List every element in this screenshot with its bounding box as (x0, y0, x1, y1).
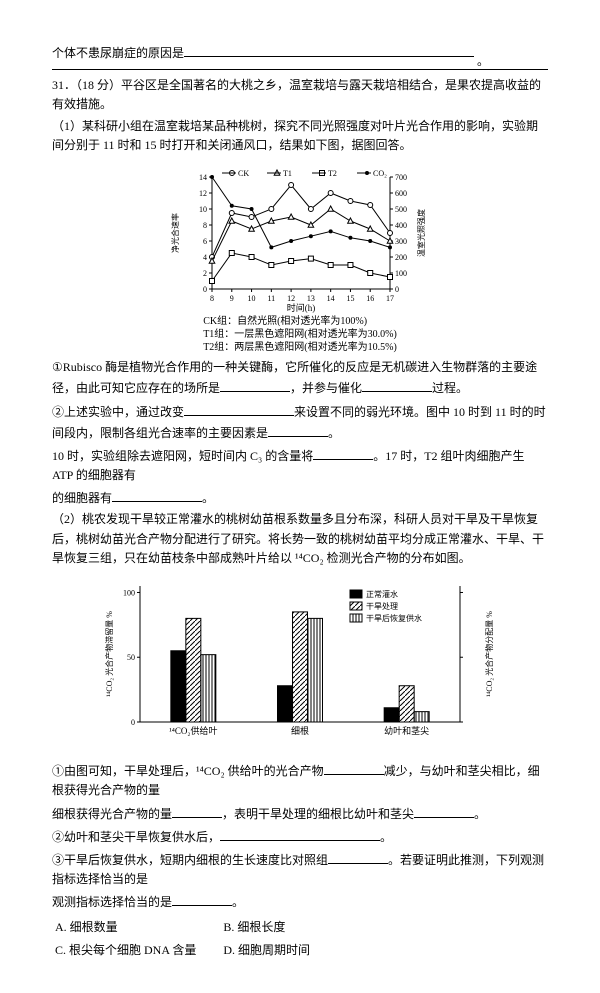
svg-text:300: 300 (395, 237, 407, 246)
blank-q2b (268, 422, 328, 437)
q1b: ，并参与催化 (290, 381, 362, 395)
top-prompt: 个体不患尿崩症的原因是 (52, 46, 184, 60)
q31-header: 31．（18 分）平谷区是全国著名的大桃之乡，温室栽培与露天栽培相结合，是果农提… (52, 76, 548, 114)
svg-text:200: 200 (395, 253, 407, 262)
chart1-container: 8 9 10 11 12 13 14 15 16 17 时间(h) 0 2 4 6 8 10 12 14 0 100 20… (52, 163, 548, 356)
end-dot: 。 (477, 52, 481, 56)
q2c: 。 (328, 426, 340, 440)
option-a: A. 细根数量 (54, 917, 220, 938)
svg-text:0: 0 (395, 285, 399, 294)
svg-text:温室光照强度: 温室光照强度 (416, 209, 426, 257)
svg-text:8: 8 (210, 294, 214, 303)
blank-q4a (220, 826, 380, 841)
svg-text:8: 8 (203, 221, 207, 230)
svg-text:10: 10 (248, 294, 256, 303)
option-b: B. 细根长度 (222, 917, 334, 938)
svg-text:¹⁴CO₂ 光合产物滞留量 %: ¹⁴CO₂ 光合产物滞留量 % (104, 611, 114, 697)
svg-text:100: 100 (123, 588, 135, 597)
blank-q1b (362, 377, 432, 392)
svg-text:CO₂: CO₂ (373, 169, 387, 178)
blank-q3b (172, 803, 222, 818)
chart2-container: 0 50 100 ¹⁴CO₂ 光合产物滞留量 % ¹⁴CO₂ 光合产物分配量 % ¹⁴CO… (52, 576, 548, 752)
option-d: D. 细胞周期时间 (222, 940, 334, 961)
svg-text:50: 50 (127, 653, 135, 662)
blank-q2d (313, 445, 373, 460)
q3d: 。 (474, 807, 486, 821)
svg-text:500: 500 (395, 205, 407, 214)
blank-q5b (172, 891, 232, 906)
legend-t1: T1组：一层黑色遮阳网(相对透光率为30.0%) (203, 328, 397, 341)
blank-q3a (324, 760, 384, 775)
svg-text:0: 0 (203, 285, 207, 294)
q3b2: 细根获得光合产物的量 (52, 807, 172, 821)
svg-text:干旱处理: 干旱处理 (366, 601, 398, 611)
legend-t2: T2组：两层黑色遮阳网(相对透光率为10.5%) (203, 341, 397, 354)
q5a: ③干旱后恢复供水，短期内细根的生长速度比对照组 (52, 853, 328, 867)
svg-text:细根: 细根 (291, 725, 309, 736)
q4b: 。 (380, 830, 392, 844)
q31-p2: （2）桃农发现干旱较正常灌水的桃树幼苗根系数量多且分布深，科研人员对干旱及干旱恢… (52, 510, 548, 568)
svg-text:12: 12 (199, 189, 207, 198)
svg-text:400: 400 (395, 221, 407, 230)
q5c: 。 (232, 895, 244, 909)
q2e2: 的细胞器有 (52, 491, 112, 505)
legend-ck: CK组：自然光照(相对透光率为100%) (203, 315, 397, 328)
svg-text:¹⁴CO₂ 光合产物分配量 %: ¹⁴CO₂ 光合产物分配量 % (484, 611, 494, 697)
chart1-svg: 8 9 10 11 12 13 14 15 16 17 时间(h) 0 2 4 6 8 10 12 14 0 100 20… (170, 163, 430, 313)
svg-text:600: 600 (395, 189, 407, 198)
svg-text:9: 9 (230, 294, 234, 303)
q3c: ，表明干旱处理的细根比幼叶和茎尖 (222, 807, 414, 821)
blank-q2e (112, 487, 202, 502)
blank-q1a (220, 377, 290, 392)
svg-text:15: 15 (346, 294, 354, 303)
q2f: 。 (202, 491, 214, 505)
svg-text:100: 100 (395, 269, 407, 278)
svg-text:10: 10 (199, 205, 207, 214)
chart2-svg: 0 50 100 ¹⁴CO₂ 光合产物滞留量 % ¹⁴CO₂ 光合产物分配量 % ¹⁴CO… (100, 576, 500, 746)
svg-text:13: 13 (307, 294, 315, 303)
svg-text:干旱后恢复供水: 干旱后恢复供水 (366, 613, 422, 623)
svg-text:幼叶和茎尖: 幼叶和茎尖 (384, 725, 429, 736)
option-c: C. 根尖每个细胞 DNA 含量 (54, 940, 220, 961)
svg-text:16: 16 (366, 294, 374, 303)
svg-text:14: 14 (327, 294, 335, 303)
svg-text:2: 2 (203, 269, 207, 278)
svg-text:时间(h): 时间(h) (287, 302, 316, 313)
q2d: 10 时，实验组除去遮阳网，短时间内 C₃ 的含量将 (52, 449, 313, 463)
chart1-legend-below: CK组：自然光照(相对透光率为100%) T1组：一层黑色遮阳网(相对透光率为3… (203, 315, 397, 354)
options-table: A. 细根数量 B. 细根长度 C. 根尖每个细胞 DNA 含量 D. 细胞周期… (52, 915, 336, 963)
blank-q3c (414, 803, 474, 818)
q31-p1: （1）某科研小组在温室栽培某品种桃树，探究不同光照强度对叶片光合作用的影响，实验… (52, 117, 548, 155)
svg-text:¹⁴CO₂供给叶: ¹⁴CO₂供给叶 (169, 725, 217, 736)
svg-text:700: 700 (395, 173, 407, 182)
svg-text:4: 4 (203, 253, 207, 262)
svg-text:17: 17 (386, 294, 394, 303)
svg-text:净光合速率: 净光合速率 (170, 213, 180, 253)
separator (52, 69, 548, 70)
svg-text:14: 14 (199, 173, 207, 182)
blank-q2a (184, 401, 294, 416)
q4a: ②幼叶和茎尖干旱恢复供水后， (52, 830, 220, 844)
svg-text:T2: T2 (328, 169, 337, 178)
svg-text:0: 0 (131, 718, 135, 727)
q1c: 过程。 (432, 381, 468, 395)
svg-text:6: 6 (203, 237, 207, 246)
svg-text:11: 11 (267, 294, 275, 303)
q2a: ②上述实验中，通过改变 (52, 405, 184, 419)
svg-text:T1: T1 (283, 169, 292, 178)
svg-text:CK: CK (238, 169, 249, 178)
svg-text:12: 12 (287, 294, 295, 303)
blank-top (184, 42, 474, 57)
q3a: ①由图可知，干旱处理后，¹⁴CO₂ 供给叶的光合产物 (52, 764, 324, 778)
q5b2: 观测指标选择恰当的是 (52, 895, 172, 909)
svg-text:正常灌水: 正常灌水 (366, 589, 398, 599)
blank-q5a (328, 849, 388, 864)
